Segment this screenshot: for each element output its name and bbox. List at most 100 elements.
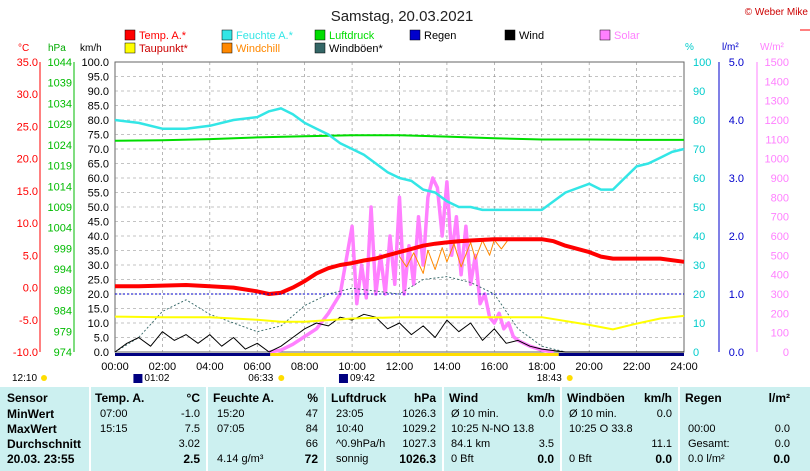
solar-tick-label: 500 [771, 250, 789, 262]
solar-tick-label: 1400 [765, 76, 789, 88]
solar-tick-label: 200 [771, 308, 789, 320]
table-cell: 11.1 [651, 438, 672, 450]
table-cell: 23:05 [336, 408, 364, 420]
moon-icon [133, 374, 143, 383]
table-cell: 0.0 [773, 452, 790, 466]
humidity-tick-label: 10 [693, 318, 705, 330]
temp-tick-label: 35.0 [17, 57, 38, 69]
pressure-tick-label: 1034 [48, 98, 72, 110]
solar-tick-label: 100 [771, 328, 789, 340]
pressure-tick-label: 974 [54, 347, 72, 359]
table-row-label: MinWert [7, 407, 55, 421]
pressure-tick-label: 1029 [48, 119, 72, 131]
table-column-divider [442, 387, 444, 471]
rain-tick-label: 3.0 [729, 173, 744, 185]
legend-label: Windböen* [329, 43, 384, 55]
table-cell: 1026.3 [399, 452, 436, 466]
x-tick-label: 08:00 [291, 361, 319, 373]
x-tick-label: 14:00 [433, 361, 461, 373]
table-cell: sonnig [336, 453, 369, 465]
solar-tick-label: 0 [783, 347, 789, 359]
table-row-label: MaxWert [7, 422, 57, 436]
rain-unit-label: l/m² [722, 42, 739, 53]
x-tick-label: 22:00 [623, 361, 651, 373]
table-cell: 84.1 km [451, 438, 491, 450]
moon-icon [338, 374, 348, 383]
legend-swatch [504, 29, 516, 41]
wind-tick-label: 5.0 [94, 333, 109, 345]
solar-tick-label: 1300 [765, 96, 789, 108]
table-cell: 07:05 [217, 423, 245, 435]
legend-swatch [599, 29, 611, 41]
rain-tick-label: 4.0 [729, 115, 744, 127]
wind-tick-label: 50.0 [88, 202, 109, 214]
table-cell: Gesamt: [688, 438, 730, 450]
series-taupunkt [114, 314, 685, 331]
pressure-tick-label: 1004 [48, 223, 72, 235]
table-cell: 4.14 g/m³ [217, 453, 264, 465]
table-cell: 10:25 N-NO 13.8 [451, 423, 535, 435]
temp-tick-label: 15.0 [17, 186, 38, 198]
table-cell: 84 [305, 423, 318, 435]
table-cell: 0.0 [656, 408, 672, 420]
table-cell: 15:20 [217, 408, 245, 420]
wind-tick-label: 45.0 [88, 217, 109, 229]
legend-swatch [124, 29, 136, 41]
table-column-divider [206, 387, 208, 471]
wind-tick-label: 25.0 [88, 275, 109, 287]
solar-tick-label: 1500 [765, 57, 789, 69]
x-tick-label: 18:00 [528, 361, 556, 373]
table-column-divider [89, 387, 91, 471]
humidity-tick-label: 40 [693, 231, 705, 243]
table-header-cell: Sensor [7, 391, 48, 405]
sun-icon [278, 375, 285, 381]
solar-unit-label: W/m² [760, 42, 785, 53]
wind-tick-label: 95.0 [88, 72, 109, 84]
legend-label: Luftdruck [329, 30, 375, 42]
axis-labels: 35.0 30.0 25.0 20.0 15.0 10.0 5.0 0.0 -5.0 -10.0 1… [13, 57, 789, 359]
table-column-divider [560, 387, 562, 471]
pressure-tick-label: 1039 [48, 78, 72, 90]
table-cell: 0.0 l/m² [688, 453, 725, 465]
x-tick-label: 06:00 [243, 361, 271, 373]
humidity-tick-label: 50 [693, 202, 705, 214]
temp-tick-label: 10.0 [17, 218, 38, 230]
table-cell: 1027.3 [402, 438, 436, 450]
solar-tick-label: 700 [771, 212, 789, 224]
sun-moon-bar: 12:10 01:02 06:33 09:42 18:43 [12, 29, 810, 384]
table-header-cell: hPa [413, 391, 436, 405]
x-tick-label: 16:00 [481, 361, 509, 373]
table-cell: 0.0 [774, 423, 790, 435]
rain-tick-label: 5.0 [729, 57, 744, 69]
wind-tick-label: 90.0 [88, 86, 109, 98]
legend-swatch [221, 29, 233, 41]
table-cell: 0 Bft [451, 453, 474, 465]
humidity-tick-label: 70 [693, 144, 705, 156]
table-cell: 0.0 [655, 452, 672, 466]
table-cell: Ø 10 min. [451, 408, 499, 420]
table-cell: 15:15 [100, 423, 128, 435]
rain-tick-label: 0.0 [729, 347, 744, 359]
table-cell: 0.0 [538, 408, 554, 420]
series-temp-a [115, 237, 685, 296]
table-header-cell: Luftdruck [331, 391, 387, 405]
pressure-tick-label: 1019 [48, 161, 72, 173]
pressure-tick-label: 984 [54, 306, 72, 318]
solar-tick-label: 1000 [765, 154, 789, 166]
wind-tick-label: 20.0 [88, 289, 109, 301]
legend-swatch [221, 42, 233, 54]
x-tick-label: 04:00 [196, 361, 224, 373]
wind-tick-label: 30.0 [88, 260, 109, 272]
table-header-cell: Feuchte A. [213, 391, 274, 405]
pressure-tick-label: 994 [54, 264, 72, 276]
temp-tick-label: 0.0 [23, 283, 38, 295]
table-column-divider [678, 387, 680, 471]
table-header-cell: km/h [643, 391, 672, 405]
legend-label: Regen [424, 30, 456, 42]
table-cell: Ø 10 min. [569, 408, 617, 420]
table-cell: 72 [304, 452, 318, 466]
legend-label: Taupunkt* [139, 43, 189, 55]
legend-label: Wind [519, 30, 544, 42]
day-bar [270, 353, 559, 356]
wind-tick-label: 0.0 [94, 347, 109, 359]
